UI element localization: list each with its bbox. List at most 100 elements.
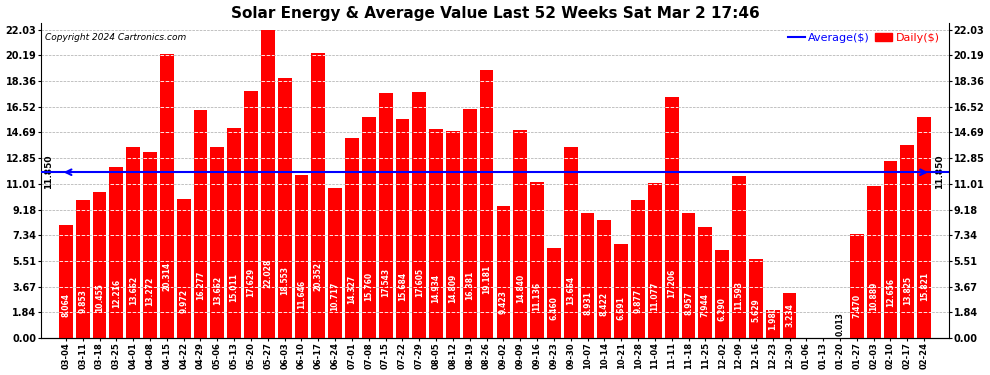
Bar	[228, 128, 241, 338]
Text: 12.656: 12.656	[886, 278, 895, 308]
Bar	[918, 117, 931, 338]
Bar	[901, 145, 914, 338]
Text: 0.013: 0.013	[836, 312, 844, 336]
Bar	[514, 130, 527, 338]
Bar	[531, 182, 544, 338]
Bar	[261, 30, 274, 338]
Legend: Average($), Daily($): Average($), Daily($)	[784, 28, 943, 48]
Bar	[379, 93, 392, 338]
Text: 6.290: 6.290	[718, 297, 727, 321]
Text: 15.821: 15.821	[920, 272, 929, 301]
Text: 7.944: 7.944	[701, 293, 710, 317]
Text: 8.422: 8.422	[600, 292, 609, 316]
Text: 16.381: 16.381	[465, 270, 474, 300]
Text: 9.423: 9.423	[499, 290, 508, 314]
Bar	[211, 147, 224, 338]
Bar	[480, 70, 493, 338]
Text: 8.931: 8.931	[583, 291, 592, 315]
Text: 11.593: 11.593	[735, 280, 743, 310]
Text: 13.272: 13.272	[146, 277, 154, 306]
Text: 11.077: 11.077	[650, 281, 659, 310]
Bar	[312, 53, 325, 338]
Title: Solar Energy & Average Value Last 52 Weeks Sat Mar 2 17:46: Solar Energy & Average Value Last 52 Wee…	[231, 6, 759, 21]
Bar	[648, 183, 661, 338]
Bar	[396, 118, 409, 338]
Text: 14.840: 14.840	[516, 273, 525, 303]
Text: 16.277: 16.277	[196, 270, 205, 300]
Text: 18.553: 18.553	[280, 266, 289, 295]
Bar	[110, 167, 123, 338]
Bar	[682, 213, 695, 338]
Bar	[194, 110, 207, 338]
Text: 13.825: 13.825	[903, 276, 912, 305]
Text: 15.684: 15.684	[398, 272, 407, 301]
Bar	[430, 129, 443, 338]
Text: 17.206: 17.206	[667, 268, 676, 298]
Bar	[362, 117, 375, 338]
Text: 22.028: 22.028	[263, 258, 272, 288]
Bar	[245, 92, 257, 338]
Text: 12.216: 12.216	[112, 279, 121, 308]
Bar	[497, 206, 510, 338]
Text: 15.011: 15.011	[230, 273, 239, 302]
Text: 5.629: 5.629	[751, 298, 760, 322]
Bar	[581, 213, 594, 338]
Bar	[615, 244, 628, 338]
Bar	[446, 131, 459, 338]
Text: 9.972: 9.972	[179, 289, 188, 313]
Bar	[59, 225, 72, 338]
Bar	[413, 92, 426, 338]
Bar	[716, 250, 729, 338]
Text: 11.850: 11.850	[935, 155, 943, 189]
Text: 7.470: 7.470	[852, 294, 861, 318]
Bar	[93, 192, 106, 338]
Text: 6.691: 6.691	[617, 296, 626, 320]
Bar	[76, 200, 89, 338]
Bar	[632, 200, 644, 338]
Text: 13.662: 13.662	[129, 276, 138, 305]
Text: 19.181: 19.181	[482, 264, 491, 294]
Bar	[665, 97, 678, 338]
Text: 8.064: 8.064	[61, 293, 70, 317]
Text: 13.664: 13.664	[566, 276, 575, 305]
Bar	[177, 198, 190, 338]
Text: 14.327: 14.327	[347, 274, 356, 304]
Text: 11.850: 11.850	[45, 155, 53, 189]
Bar	[733, 176, 745, 338]
Text: 3.234: 3.234	[785, 303, 794, 327]
Bar	[160, 54, 173, 338]
Text: 11.646: 11.646	[297, 280, 306, 309]
Bar	[766, 310, 779, 338]
Bar	[867, 186, 880, 338]
Text: 8.957: 8.957	[684, 291, 693, 315]
Bar	[295, 175, 308, 338]
Text: 6.460: 6.460	[549, 297, 558, 320]
Text: 20.352: 20.352	[314, 262, 323, 291]
Bar	[699, 227, 712, 338]
Text: 10.717: 10.717	[331, 282, 340, 312]
Text: 9.877: 9.877	[634, 289, 643, 313]
Text: 14.934: 14.934	[432, 273, 441, 303]
Bar	[749, 260, 762, 338]
Bar	[598, 220, 611, 338]
Text: 17.543: 17.543	[381, 268, 390, 297]
Bar	[547, 248, 560, 338]
Bar	[278, 78, 291, 338]
Bar	[329, 188, 342, 338]
Text: 17.629: 17.629	[247, 268, 255, 297]
Text: 11.136: 11.136	[533, 282, 542, 310]
Bar	[783, 293, 796, 338]
Text: 14.809: 14.809	[448, 274, 457, 303]
Bar	[144, 152, 156, 338]
Text: 9.853: 9.853	[78, 290, 87, 313]
Bar	[127, 147, 140, 338]
Text: 17.605: 17.605	[415, 268, 424, 297]
Text: Copyright 2024 Cartronics.com: Copyright 2024 Cartronics.com	[46, 33, 186, 42]
Bar	[850, 234, 863, 338]
Bar	[884, 161, 897, 338]
Text: 15.760: 15.760	[364, 272, 373, 301]
Bar	[346, 138, 358, 338]
Text: 10.455: 10.455	[95, 283, 104, 312]
Bar	[463, 109, 476, 338]
Text: 20.314: 20.314	[162, 262, 171, 291]
